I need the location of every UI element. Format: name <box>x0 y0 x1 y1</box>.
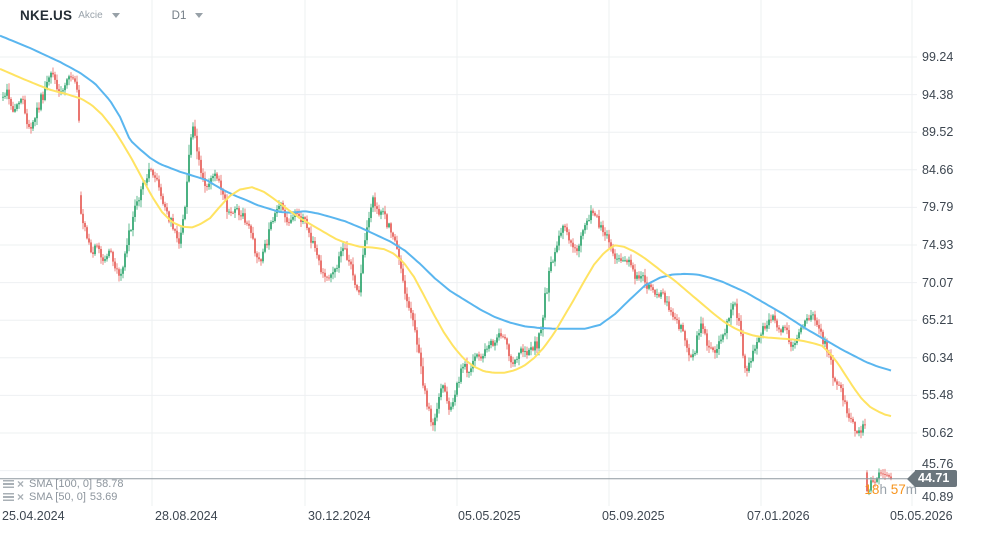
y-axis-label: 40.89 <box>922 490 954 504</box>
indicator-settings-icon[interactable] <box>3 493 14 501</box>
remove-indicator-icon[interactable]: × <box>17 490 25 504</box>
indicator-row-sma50: × SMA [50, 0] 53.69 <box>3 491 124 503</box>
chart-header: NKE.US Akcie D1 <box>20 8 204 23</box>
x-axis-label: 07.01.2026 <box>747 509 810 523</box>
timeframe-dropdown-caret-icon[interactable] <box>195 13 204 18</box>
sma-50-line <box>0 67 892 418</box>
indicator-label: SMA [50, 0] <box>29 491 86 503</box>
y-axis-label: 70.07 <box>922 275 954 290</box>
y-axis-label: 65.21 <box>922 313 954 328</box>
y-axis-label: 94.38 <box>922 87 954 102</box>
y-axis-label: 60.34 <box>922 350 954 365</box>
timeframe-label[interactable]: D1 <box>171 9 187 22</box>
indicator-label: SMA [100, 0] <box>29 478 92 490</box>
x-axis-label: 25.04.2024 <box>2 509 65 523</box>
indicator-value: 53.69 <box>89 491 118 503</box>
symbol-dropdown-caret-icon[interactable] <box>111 13 120 18</box>
sma-100-line <box>0 34 892 372</box>
countdown-hours-unit: h <box>879 481 887 497</box>
x-axis-label: 05.05.2026 <box>890 509 953 523</box>
y-axis-label: 55.48 <box>922 388 954 403</box>
countdown-minutes-unit: m <box>905 481 917 497</box>
countdown-hours: 18 <box>864 481 880 497</box>
y-axis-label: 84.66 <box>922 162 954 177</box>
y-axis-label: 99.24 <box>922 50 954 64</box>
price-axis[interactable]: 99.24 94.38 89.52 84.66 79.79 74.93 70.07 65.21… <box>922 0 986 533</box>
y-axis-label: 50.62 <box>922 425 954 440</box>
indicator-row-sma100: × SMA [100, 0] 58.78 <box>3 478 124 490</box>
y-axis-label: 89.52 <box>922 125 954 140</box>
last-price-badge: 44.71 <box>907 470 958 488</box>
remove-indicator-icon[interactable]: × <box>17 477 25 491</box>
countdown-minutes: 57 <box>890 481 906 497</box>
indicator-settings-icon[interactable] <box>3 480 14 488</box>
x-axis-label: 28.08.2024 <box>155 509 218 523</box>
y-axis-label: 79.79 <box>922 200 954 215</box>
candlestick-series <box>2 67 892 496</box>
x-axis-label: 05.09.2025 <box>602 509 665 523</box>
badge-arrow-icon <box>907 470 915 487</box>
last-price-value: 44.71 <box>915 470 958 488</box>
indicator-value: 58.78 <box>96 478 124 490</box>
y-axis-label: 74.93 <box>922 237 954 252</box>
x-axis-label: 05.05.2025 <box>458 509 521 523</box>
instrument-type-label: Akcie <box>78 10 103 21</box>
y-axis-label: 45.76 <box>922 456 954 471</box>
symbol-label[interactable]: NKE.US <box>20 8 73 23</box>
indicator-legend: × SMA [100, 0] 58.78 × SMA [50, 0] 53.69 <box>3 478 124 504</box>
time-axis[interactable]: 25.04.2024 28.08.2024 30.12.2024 05.05.2025… <box>0 509 986 527</box>
candle-close-countdown: 18h 57m <box>864 482 917 497</box>
x-axis-label: 30.12.2024 <box>308 509 371 523</box>
